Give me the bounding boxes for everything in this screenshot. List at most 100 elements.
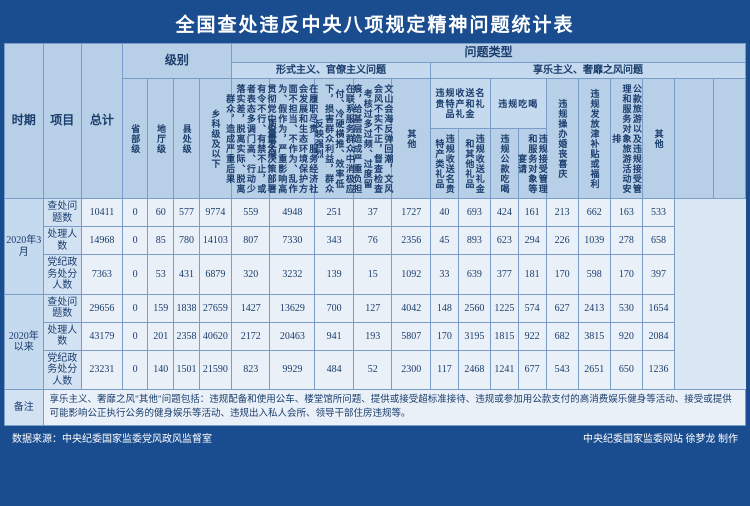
th-f-1: 在履职尽责、服务经济社会发展和生态环境保护方面不担当、不作为、乱作为、假作为，严… [270,79,315,199]
th-f-3: 文山会海反弹回潮，文风会风不实不正，督查检查考核过多过频、过度留痕，给基层造成严… [353,79,392,199]
th-total: 总计 [82,44,123,199]
footer: 数据来源：中央纪委国家监委党风政风监督室 中央纪委国家监委网站 徐梦龙 制作 [4,426,746,449]
data-cell: 14968 [82,227,123,255]
data-cell: 140 [148,350,174,390]
data-cell: 627 [546,294,578,322]
period-label: 2020年以来 [5,294,44,390]
footer-left: 数据来源：中央纪委国家监委党风政风监督室 [12,430,212,445]
data-cell: 127 [353,294,392,322]
data-cell: 1838 [174,294,200,322]
data-cell: 15 [353,255,392,295]
data-cell: 559 [231,199,270,227]
th-h-7: 其他 [642,79,674,199]
th-h-0: 违规收送名贵特产类礼品 [431,129,459,199]
data-cell: 170 [546,255,578,295]
data-cell: 40620 [199,322,231,350]
data-cell: 623 [490,227,518,255]
data-cell: 682 [546,322,578,350]
data-cell: 577 [174,199,200,227]
data-cell: 10411 [82,199,123,227]
data-cell: 0 [122,350,148,390]
data-cell: 201 [148,322,174,350]
data-cell: 1236 [642,350,674,390]
th-f-0: 贯彻党中央重大决策部署有令不行、有禁不止，或者表态多调门高、行动少落实差，脱离实… [231,79,270,199]
page-title: 全国查处违反中央八项规定精神问题统计表 [4,4,746,43]
data-cell: 52 [353,350,392,390]
th-period: 时期 [5,44,44,199]
data-cell: 1039 [578,227,610,255]
th-h-3: 违规接受管理和服务对象等宴请 [518,129,546,199]
data-cell: 181 [518,255,546,295]
row-item: 查处问题数 [43,294,82,322]
th-h-2: 违规公款吃喝 [490,129,518,199]
th-hedonism: 享乐主义、奢靡之风问题 [431,62,746,79]
th-h-4: 违规操办婚丧喜庆 [546,79,578,199]
data-cell: 2356 [392,227,431,255]
data-cell: 1092 [392,255,431,295]
data-cell: 3195 [458,322,490,350]
data-cell: 658 [642,227,674,255]
data-cell: 424 [490,199,518,227]
data-cell: 1727 [392,199,431,227]
data-cell: 2172 [231,322,270,350]
data-cell: 21590 [199,350,231,390]
th-lvl-1: 地厅级 [148,79,174,199]
data-cell: 5807 [392,322,431,350]
data-cell: 29656 [82,294,123,322]
data-cell: 2468 [458,350,490,390]
data-cell: 823 [231,350,270,390]
data-cell: 60 [148,199,174,227]
data-cell: 213 [546,199,578,227]
data-cell: 922 [518,322,546,350]
row-item: 党纪政务处分人数 [43,255,82,295]
data-cell: 294 [518,227,546,255]
data-cell: 27659 [199,294,231,322]
data-cell: 574 [518,294,546,322]
data-cell: 1225 [490,294,518,322]
row-item: 查处问题数 [43,199,82,227]
data-cell: 40 [431,199,459,227]
data-cell: 598 [578,255,610,295]
row-item: 处理人数 [43,227,82,255]
data-cell: 639 [458,255,490,295]
data-cell: 9929 [270,350,315,390]
data-cell: 0 [122,199,148,227]
data-cell: 484 [315,350,354,390]
data-cell: 9774 [199,199,231,227]
data-cell: 807 [231,227,270,255]
note-label: 备注 [5,390,44,426]
data-cell: 320 [231,255,270,295]
th-level: 级别 [122,44,231,79]
data-cell: 45 [431,227,459,255]
data-cell: 4042 [392,294,431,322]
data-cell: 251 [315,199,354,227]
data-cell: 0 [122,255,148,295]
data-cell: 2413 [578,294,610,322]
data-cell: 278 [610,227,642,255]
data-cell: 1654 [642,294,674,322]
data-cell: 2560 [458,294,490,322]
data-cell: 161 [518,199,546,227]
row-item: 处理人数 [43,322,82,350]
data-cell: 117 [431,350,459,390]
data-cell: 700 [315,294,354,322]
data-cell: 1241 [490,350,518,390]
data-cell: 0 [122,227,148,255]
data-cell: 941 [315,322,354,350]
data-cell: 170 [431,322,459,350]
data-cell: 543 [546,350,578,390]
data-cell: 33 [431,255,459,295]
th-f-2: 在联系服务群众中消极应付、冷硬横推、效率低下，损害群众利益，群众反映强烈 [315,79,354,199]
data-cell: 163 [610,199,642,227]
th-h-6: 公款旅游以及违规接受管理和服务对象旅游活动安排 [610,79,642,199]
th-problem-type: 问题类型 [231,44,745,63]
data-cell: 377 [490,255,518,295]
th-h-g1: 违规吃喝 [490,79,546,129]
th-h-8 [675,79,714,199]
data-cell: 397 [642,255,674,295]
data-cell: 343 [315,227,354,255]
data-cell: 2300 [392,350,431,390]
data-cell: 76 [353,227,392,255]
note-text: 享乐主义、奢靡之风"其他"问题包括：违规配备和使用公车、楼堂馆所问题、提供或接受… [43,390,745,426]
data-cell: 920 [610,322,642,350]
